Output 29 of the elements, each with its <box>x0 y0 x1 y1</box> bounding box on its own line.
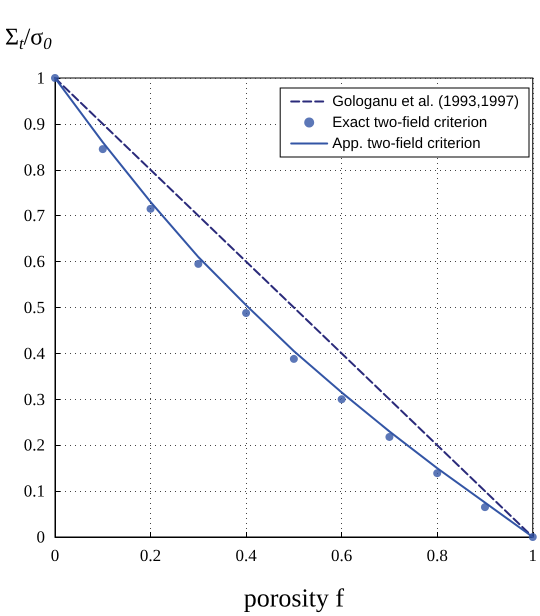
y-tick-label: 1 <box>36 68 45 88</box>
point <box>194 260 202 268</box>
x-tick-label: 0.6 <box>331 546 352 565</box>
y-tick-label: 0.1 <box>24 482 45 501</box>
x-tick-label: 0.2 <box>140 546 162 565</box>
y-tick-label: 0.4 <box>24 344 46 363</box>
y-tick-label: 0.8 <box>24 160 45 180</box>
x-tick-label: 0 <box>50 546 60 565</box>
x-axis-title: porosity f <box>244 584 344 612</box>
y-tick-label: 0.2 <box>24 436 45 455</box>
legend-label: App. two-field criterion <box>332 135 481 152</box>
y-tick-label: 0.9 <box>24 114 45 134</box>
point <box>338 395 346 404</box>
point <box>385 432 394 441</box>
x-tick-label: 0.8 <box>426 546 448 565</box>
point <box>146 204 155 213</box>
point <box>242 309 250 318</box>
y-tick-label: 0.5 <box>24 298 45 317</box>
y-tick-label: 0 <box>36 528 45 546</box>
legend-label: Exact two-field criterion <box>332 114 488 131</box>
legend-label: Gologanu et al. (1993,1997) <box>332 93 520 110</box>
y-tick-label: 0.3 <box>24 390 45 409</box>
y-tick-label: 0.7 <box>24 206 46 226</box>
y-tick-label: 0.6 <box>24 252 45 272</box>
x-tick-label: 0.4 <box>235 546 258 565</box>
x-tick-label: 1 <box>528 546 537 565</box>
point <box>98 145 107 154</box>
point <box>433 469 442 478</box>
point <box>290 354 298 363</box>
